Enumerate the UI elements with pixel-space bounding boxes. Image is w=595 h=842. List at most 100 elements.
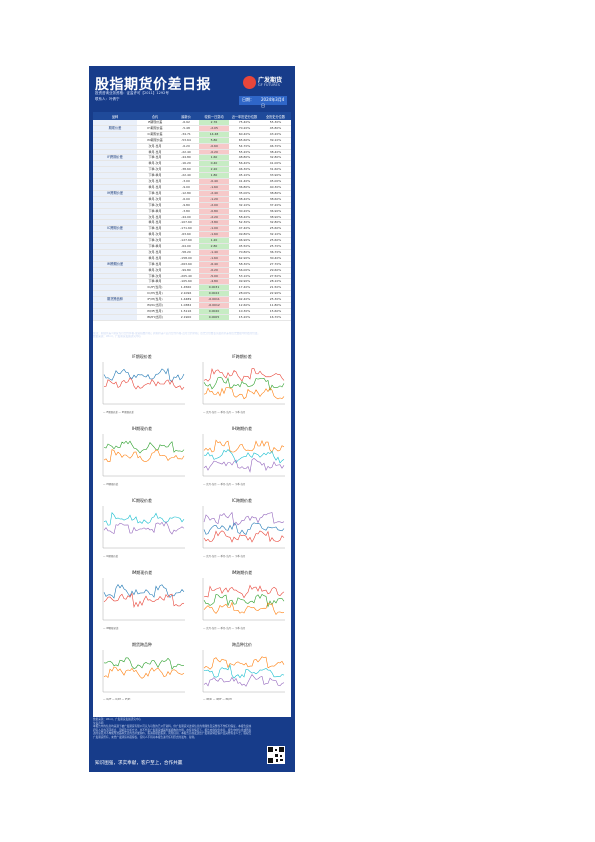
chart-panel: IC跨期价差 — 次月-当月 — 季月-当月 — 下季-当月 (197, 498, 287, 562)
table-row: 期现价差 IH期现价差 -5.48 -2.05 70.20% 45.80% (93, 125, 291, 132)
all-percentile-cell: 46.70% (260, 143, 291, 150)
chart-title: IH期现价差 (131, 426, 153, 431)
latest-price-cell: -63.60 (173, 231, 199, 239)
latest-price-cell: 1.4489 (173, 296, 199, 304)
item-cell: IM/IH(当月) (137, 314, 173, 321)
all-percentile-cell: 25.60% (260, 237, 291, 245)
series-line (203, 376, 285, 392)
chart-plot (202, 506, 285, 549)
column-header: 近一年历史分位数 (229, 112, 260, 120)
table-row: 季月-当月 -9.00 -1.60 36.80% 40.30% (93, 184, 291, 191)
all-percentile-cell: 27.50% (260, 273, 291, 280)
all-percentile-cell: 41.00% (260, 160, 291, 168)
year-percentile-cell: 41.40% (229, 178, 260, 185)
year-percentile-cell: 58.30% (229, 261, 260, 268)
change-cell: 2.20 (199, 166, 229, 174)
change-cell: 1.20 (199, 237, 229, 245)
item-cell: 下季-当月 (137, 225, 173, 233)
latest-price-cell: 2.1096 (173, 290, 199, 298)
series-line (103, 592, 185, 608)
year-percentile-cell: 49.90% (229, 278, 260, 286)
latest-price-cell: 2.1900 (173, 314, 199, 321)
series-line (103, 666, 185, 679)
change-cell: 2.80 (199, 243, 229, 250)
chart-plot (202, 650, 285, 693)
item-cell: 季月-次月 (137, 231, 173, 239)
group-cell: IC跨期价差 (93, 225, 137, 233)
group-cell (93, 219, 137, 227)
latest-price-cell: -3.80 (173, 208, 199, 215)
chart-legend: — 次月-当月 — 季月-当月 — 下季-当月 (203, 627, 246, 630)
column-header: 全历史分位数 (260, 112, 291, 120)
latest-price-cell: -171.60 (173, 225, 199, 233)
all-percentile-cell: 37.20% (260, 202, 291, 209)
latest-price-cell: -6.92 (173, 120, 199, 126)
latest-price-cell: -6.20 (173, 143, 199, 150)
all-percentile-cell: 39.10% (260, 137, 291, 144)
all-percentile-cell: 15.60% (260, 308, 291, 315)
latest-price-cell: -53.64 (173, 137, 199, 144)
group-cell (93, 166, 137, 174)
change-cell: -6.40 (199, 261, 229, 268)
year-percentile-cell: 30.20% (229, 208, 260, 215)
group-cell: IH跨期价差 (93, 190, 137, 197)
year-percentile-cell: 38.40% (229, 196, 260, 203)
all-percentile-cell: 38.60% (260, 196, 291, 203)
chart-title: IF期现价差 (132, 354, 152, 359)
all-percentile-cell: 25.60% (260, 225, 291, 233)
qr-code-icon (267, 746, 285, 764)
change-cell: -1.20 (199, 196, 229, 203)
series-line (203, 449, 285, 464)
all-percentile-cell: 21.50% (260, 284, 291, 292)
group-cell (93, 196, 137, 203)
item-cell: 下季-次月 (137, 166, 173, 174)
spread-table: 品种 合约 最新价 较前一日变动 近一年历史分位数 全历史分位数 IF期现价差 -… (93, 112, 291, 390)
latest-price-cell: 1.5116 (173, 308, 199, 315)
chart-panel: IM跨期价差 — 次月-当月 — 季月-当月 — 下季-当月 (197, 570, 287, 634)
group-cell (93, 208, 137, 215)
table-row: 季月-当月 -107.60 -3.80 52.30% 32.80% (93, 219, 291, 227)
all-percentile-cell: 31.60% (260, 166, 291, 174)
change-cell: -0.80 (199, 208, 229, 215)
table-row: 次月-当月 -3.00 -0.40 41.40% 45.00% (93, 178, 291, 185)
chart-legend: — 次月-当月 — 季月-当月 — 下季-当月 (203, 555, 246, 558)
item-cell: 下季-当月 (137, 190, 173, 197)
year-percentile-cell: 58.40% (229, 214, 260, 221)
year-percentile-cell: 28.00% (229, 290, 260, 298)
change-cell: -0.20 (199, 267, 229, 274)
latest-price-cell: -44.00 (173, 214, 199, 221)
year-percentile-cell: 70.20% (229, 125, 260, 132)
chart-title: IC期现价差 (132, 498, 152, 503)
item-cell: 季月-当月 (137, 184, 173, 191)
table-row: IM/IH(当月) 2.1900 0.0005 15.20% 16.70% (93, 314, 291, 321)
change-cell: -1.60 (199, 184, 229, 191)
latest-price-cell: -44.80 (173, 154, 199, 162)
table-row: IM/IF(当月) 1.5116 0.0020 10.30% 15.60% (93, 308, 291, 315)
table-row: IF期现价差 -6.92 2.76 75.40% 55.30% (93, 120, 291, 126)
all-percentile-cell: 38.80% (260, 190, 291, 197)
series-line (203, 439, 285, 453)
item-cell: 下季-当月 (137, 154, 173, 162)
chart-title: IM期现价差 (131, 570, 153, 575)
date-label: 日期： (242, 97, 254, 102)
latest-price-cell: -22.40 (173, 172, 199, 180)
table-row: 季月-次月 -16.20 0.40 56.40% 41.00% (93, 160, 291, 168)
latest-price-cell: -9.80 (173, 202, 199, 209)
change-cell: 0.40 (199, 160, 229, 168)
all-percentile-cell: 25.70% (260, 243, 291, 250)
column-header: 较前一日变动 (199, 112, 229, 120)
table-row: 次月-当月 -6.20 -0.60 54.70% 46.70% (93, 143, 291, 150)
all-percentile-cell: 30.40% (260, 255, 291, 262)
year-percentile-cell: 60.40% (229, 131, 260, 138)
latest-price-cell: -34.71 (173, 131, 199, 138)
latest-price-cell: -127.60 (173, 237, 199, 245)
table-row: IC期现价差 -34.71 14.48 60.40% 43.20% (93, 131, 291, 138)
column-header: 最新价 (173, 112, 199, 120)
table-row: 下季-次月 -9.80 -2.00 32.10% 37.20% (93, 202, 291, 209)
chart-panel: IH期现价差 — IH期现价差 (97, 426, 187, 490)
all-percentile-cell: 45.80% (260, 125, 291, 132)
all-percentile-cell: 28.10% (260, 278, 291, 286)
group-cell (93, 131, 137, 138)
change-cell: -0.0012 (199, 302, 229, 309)
series-line (203, 522, 285, 535)
